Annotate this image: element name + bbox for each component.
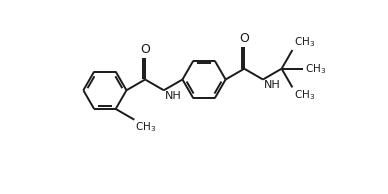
Text: CH$_3$: CH$_3$ (305, 62, 326, 76)
Text: NH: NH (264, 80, 281, 90)
Text: CH$_3$: CH$_3$ (294, 36, 315, 49)
Text: O: O (239, 32, 249, 45)
Text: CH$_3$: CH$_3$ (294, 88, 315, 102)
Text: O: O (140, 43, 150, 56)
Text: CH$_3$: CH$_3$ (135, 120, 156, 134)
Text: NH: NH (165, 91, 182, 101)
